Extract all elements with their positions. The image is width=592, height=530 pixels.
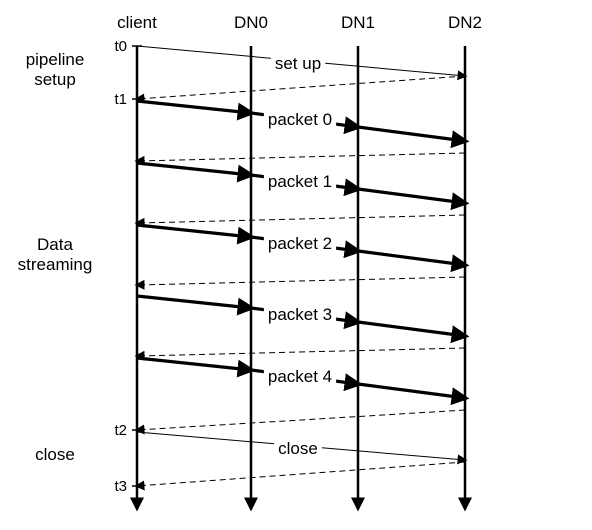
message-label: packet 4 [268, 367, 332, 386]
message-arrow [137, 163, 251, 175]
message-arrow [137, 277, 465, 285]
message-arrow [137, 410, 465, 430]
message-arrow [137, 101, 251, 113]
message-arrow [358, 322, 465, 336]
phase-label: pipelinesetup [26, 50, 85, 89]
message-label: set up [275, 54, 321, 73]
message-arrow [137, 215, 465, 223]
column-label: client [117, 13, 157, 32]
message-arrow [358, 127, 465, 141]
time-label: t3 [114, 478, 127, 495]
message-arrow [137, 225, 251, 237]
message-arrow [358, 189, 465, 203]
message-arrow [358, 384, 465, 398]
column-label: DN0 [234, 13, 268, 32]
message-arrow [358, 251, 465, 265]
phase-label: close [35, 445, 75, 464]
message-label: close [278, 439, 318, 458]
message-arrow [137, 462, 465, 486]
message-label: packet 0 [268, 110, 332, 129]
message-arrow [137, 348, 465, 356]
message-arrow [137, 358, 251, 370]
time-label: t1 [114, 91, 127, 108]
time-label: t0 [114, 38, 127, 55]
sequence-diagram: client DN0 DN1 DN2 t0 t1 t2 t3 pipelinesetup Data… [0, 0, 592, 530]
message-label: packet 3 [268, 305, 332, 324]
message-label: packet 2 [268, 234, 332, 253]
message-arrow [137, 296, 251, 308]
phase-label: Datastreaming [18, 235, 93, 274]
time-label: t2 [114, 422, 127, 439]
column-label: DN1 [341, 13, 375, 32]
message-arrow [137, 76, 465, 99]
column-label: DN2 [448, 13, 482, 32]
message-arrow [137, 153, 465, 161]
message-label: packet 1 [268, 172, 332, 191]
